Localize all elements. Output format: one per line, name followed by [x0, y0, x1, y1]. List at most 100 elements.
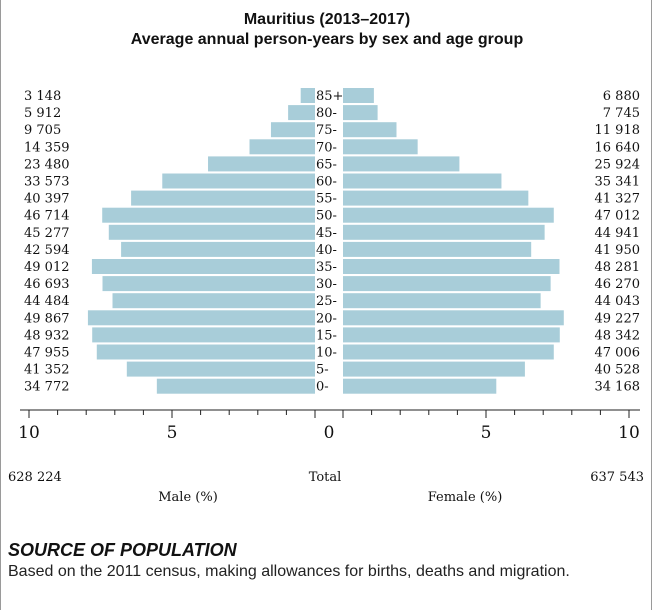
age-label: 10- [316, 346, 337, 361]
male-bar [91, 259, 315, 274]
male-count-label: 47 955 [24, 346, 70, 361]
age-label: 45- [316, 226, 337, 241]
male-count-label: 41 352 [24, 363, 70, 378]
male-bar [288, 105, 315, 121]
female-bar [343, 156, 460, 172]
male-bar [270, 122, 315, 138]
age-label: 40- [316, 243, 337, 258]
male-count-label: 44 484 [24, 294, 70, 309]
age-label: 0- [316, 380, 329, 395]
female-bar [343, 327, 560, 343]
age-label: 75- [316, 123, 337, 138]
female-total: 637 543 [590, 470, 644, 485]
source-text: Based on the 2011 census, making allowan… [8, 563, 570, 580]
x-tick-label: 0 [324, 423, 335, 443]
x-tick-label: 5 [167, 423, 178, 443]
female-count-label: 7 745 [603, 106, 640, 121]
x-tick-label: 10 [618, 423, 640, 443]
male-axis-label: Male (%) [158, 490, 218, 505]
male-count-label: 45 277 [24, 226, 70, 241]
female-count-label: 40 528 [595, 363, 641, 378]
age-label: 20- [316, 311, 337, 326]
male-bar [112, 293, 316, 309]
age-label: 60- [316, 175, 337, 190]
female-count-label: 46 270 [595, 277, 641, 292]
age-label: 70- [316, 140, 337, 155]
female-count-label: 34 168 [595, 380, 641, 395]
male-count-label: 33 573 [24, 175, 70, 190]
male-bar [102, 207, 315, 223]
female-bar [343, 88, 374, 103]
male-bar [208, 156, 315, 172]
male-bar [156, 378, 315, 394]
male-bar [131, 190, 315, 206]
female-bar [343, 259, 560, 274]
age-label: 30- [316, 277, 337, 292]
male-count-label: 40 397 [24, 192, 70, 207]
female-count-label: 44 941 [595, 226, 641, 241]
female-count-label: 48 281 [595, 260, 641, 275]
female-count-label: 47 006 [595, 346, 641, 361]
age-label: 85+ [316, 89, 343, 104]
female-count-label: 35 341 [595, 175, 641, 190]
female-bar [343, 105, 378, 121]
population-pyramid: 85+ 3 148 6 880 80- 5 912 7 745 75- 9 705 11 918… [8, 88, 644, 505]
female-count-label: 6 880 [603, 89, 640, 104]
female-count-label: 41 327 [595, 192, 641, 207]
total-label: Total [309, 470, 342, 485]
chart-title: Mauritius (2013–2017) [243, 11, 411, 28]
male-count-label: 46 714 [24, 209, 70, 224]
female-count-label: 44 043 [595, 294, 641, 309]
female-bar [343, 361, 525, 377]
female-count-label: 47 012 [595, 209, 641, 224]
age-label: 80- [316, 106, 337, 121]
male-bar [92, 327, 316, 343]
female-bar [343, 122, 397, 138]
female-bar [343, 293, 541, 309]
age-label: 5- [316, 363, 329, 378]
male-bar [121, 241, 315, 257]
female-bar [343, 207, 554, 223]
male-bar [249, 139, 315, 155]
male-count-label: 34 772 [24, 380, 70, 395]
male-count-label: 9 705 [24, 123, 61, 138]
source-heading: SOURCE OF POPULATION [8, 540, 237, 560]
female-count-label: 11 918 [595, 123, 641, 138]
female-count-label: 49 227 [595, 311, 641, 326]
male-count-label: 42 594 [24, 243, 70, 258]
male-count-label: 46 693 [24, 277, 70, 292]
male-count-label: 3 148 [24, 89, 61, 104]
male-bar [126, 361, 315, 377]
female-bar [343, 173, 502, 189]
male-bar [108, 224, 315, 240]
female-bar [343, 224, 545, 240]
female-bar [343, 276, 551, 292]
male-total: 628 224 [8, 470, 62, 485]
female-bar [343, 378, 497, 394]
age-label: 35- [316, 260, 337, 275]
female-bar [343, 241, 532, 257]
x-tick-label: 10 [18, 423, 40, 443]
female-count-label: 25 924 [595, 157, 641, 172]
x-tick-label: 5 [481, 423, 492, 443]
female-bar [343, 190, 529, 206]
age-label: 55- [316, 192, 337, 207]
age-label: 25- [316, 294, 337, 309]
female-bar [343, 310, 564, 326]
age-label: 15- [316, 328, 337, 343]
female-axis-label: Female (%) [428, 490, 503, 505]
male-count-label: 14 359 [24, 140, 70, 155]
male-count-label: 23 480 [24, 157, 70, 172]
male-bar [87, 310, 315, 326]
male-count-label: 49 012 [24, 260, 70, 275]
chart-subtitle: Average annual person-years by sex and a… [130, 31, 524, 48]
female-bar [343, 344, 554, 360]
female-count-label: 16 640 [595, 140, 641, 155]
male-bar [96, 344, 315, 360]
age-label: 50- [316, 209, 337, 224]
female-count-label: 41 950 [595, 243, 641, 258]
male-bar [300, 88, 315, 103]
female-count-label: 48 342 [595, 328, 641, 343]
male-count-label: 49 867 [24, 311, 70, 326]
